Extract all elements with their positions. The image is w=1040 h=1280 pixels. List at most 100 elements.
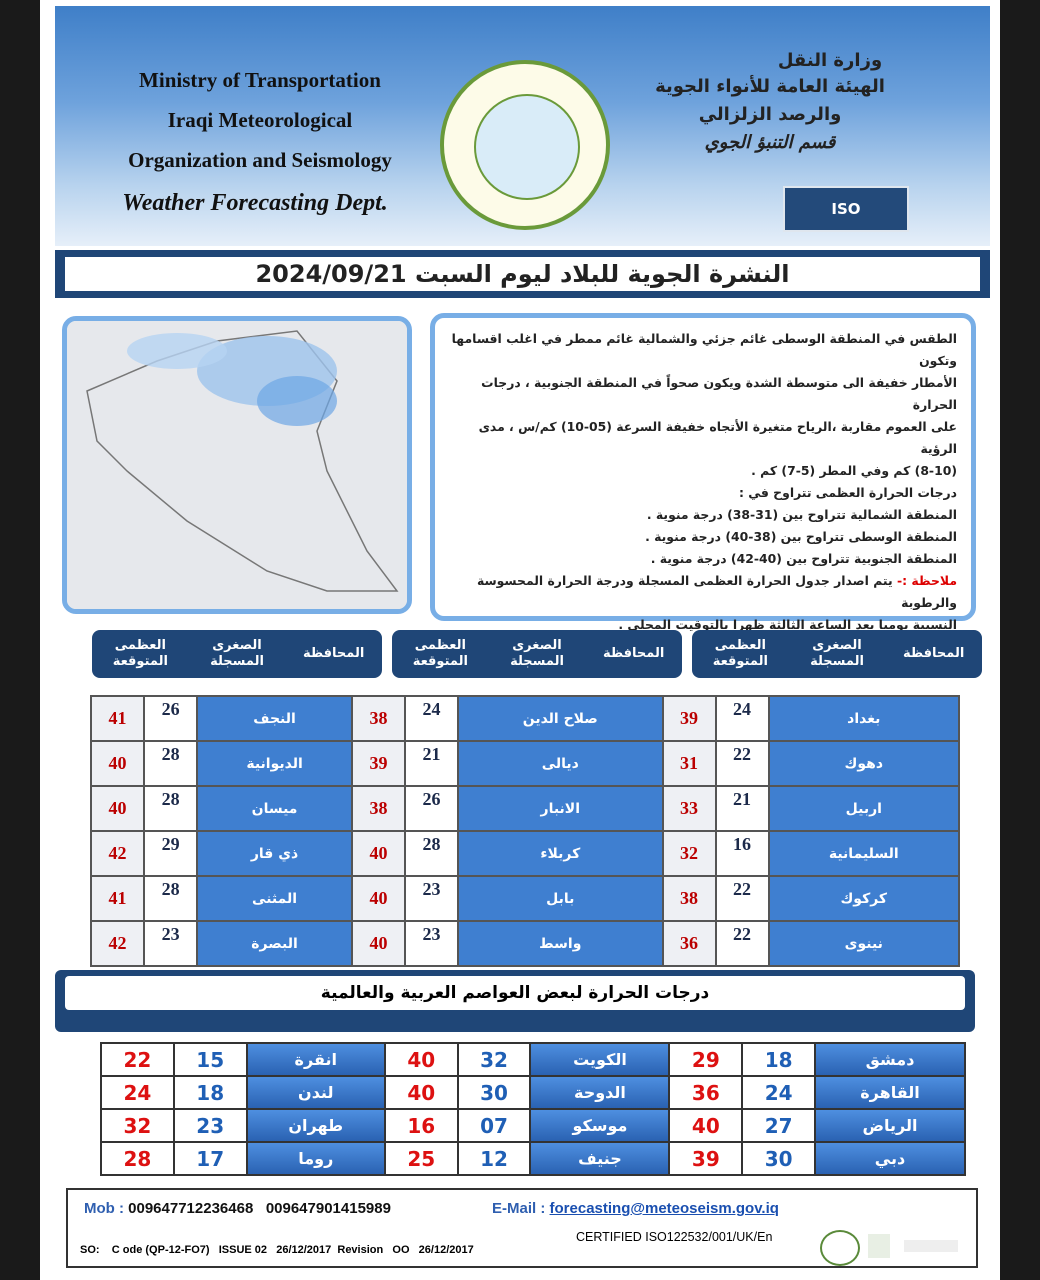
min-temp: 15 [172, 1042, 248, 1077]
province-name: موسكو [529, 1108, 671, 1143]
radar-map [62, 316, 412, 614]
province-name: اربيل [767, 785, 961, 832]
province-name: الرياض [814, 1108, 966, 1143]
email-label: E-Mail : [492, 1200, 546, 1217]
province-name: لندن [245, 1075, 386, 1110]
province-name: دهوك [767, 740, 961, 787]
min-temp: 16 [714, 830, 770, 877]
province-name: ذي قار [196, 830, 354, 877]
min-temp: 18 [172, 1075, 248, 1110]
province-name: بغداد [767, 695, 961, 742]
max-temp: 39 [668, 1141, 744, 1176]
max-temp: 39 [661, 695, 717, 742]
province-name: نينوى [767, 920, 961, 967]
code: SO: C ode (QP-12-FO7) ISSUE 02 26/12/201… [80, 1244, 474, 1256]
min-temp: 24 [741, 1075, 816, 1110]
province-name: كركوك [767, 875, 961, 922]
province-name: الدوحة [529, 1075, 671, 1110]
note-label: ملاحظة :- [896, 573, 957, 588]
table-row: نينوى 22 36 واسط 23 40 البصرة 23 42 [89, 920, 961, 967]
province-name: القاهرة [814, 1075, 966, 1110]
note-line: ملاحظة :- يتم اصدار جدول الحرارة العظمى … [449, 570, 957, 614]
max-temp: 36 [661, 920, 717, 967]
en-dept: Weather Forecasting Dept. [122, 190, 388, 216]
max-temp: 40 [351, 920, 407, 967]
forecast-line: المنطقة الشمالية تتراوح بين (31-38) درجة… [646, 507, 957, 522]
forecast-line: درجات الحرارة العظمى تتراوح في : [738, 485, 957, 500]
table-row: كركوك 22 38 بابل 23 40 المثنى 28 41 [89, 875, 961, 922]
header-cell: الصغرى المسجلة [210, 638, 264, 669]
max-temp: 16 [383, 1108, 459, 1143]
email-link[interactable]: forecasting@meteoseism.gov.iq [549, 1200, 779, 1217]
max-temp: 24 [100, 1075, 175, 1110]
province-name: صلاح الدين [457, 695, 664, 742]
province-name: دمشق [814, 1042, 966, 1077]
ar-line: والرصد الزلزالي [698, 104, 842, 125]
min-temp: 23 [404, 875, 460, 922]
province-name: طهران [245, 1108, 386, 1143]
province-name: جنيف [529, 1141, 671, 1176]
header-cell: العظمى المتوقعة [112, 638, 168, 669]
capitals-title: درجات الحرارة لبعض العواصم العربية والعا… [65, 976, 965, 1010]
min-temp: 23 [143, 920, 199, 967]
province-name: بابل [457, 875, 664, 922]
title-bar: النشرة الجوية للبلاد ليوم السبت 2024/09/… [55, 250, 990, 298]
min-temp: 29 [143, 830, 199, 877]
header-cell: المحافظة [302, 646, 365, 661]
forecast-line: (8-10) كم وفي المطر (5-7) كم . [751, 463, 957, 478]
max-temp: 36 [668, 1075, 744, 1110]
min-temp: 28 [404, 830, 460, 877]
min-temp: 22 [714, 740, 770, 787]
min-temp: 23 [172, 1108, 248, 1143]
max-temp: 40 [351, 830, 407, 877]
max-temp: 40 [383, 1075, 459, 1110]
max-temp: 28 [100, 1141, 175, 1176]
province-name: ديالى [457, 740, 664, 787]
phone: 009647901415989 [265, 1200, 391, 1217]
min-temp: 24 [714, 695, 770, 742]
province-name: البصرة [196, 920, 354, 967]
table-row: بغداد 24 39 صلاح الدين 24 38 النجف 26 41 [89, 695, 961, 742]
min-temp: 28 [143, 875, 199, 922]
ar-line: وزارة النقل [777, 50, 883, 71]
note-line: النسبية يوميا بعد الساعة الثالثة ظهرا با… [618, 617, 957, 632]
forecast-line: الطقس في المنطقة الوسطى غائم جزئي والشما… [451, 331, 957, 368]
iraq-table: بغداد 24 39 صلاح الدين 24 38 النجف 26 41 دهوك 22 31… [89, 695, 961, 967]
max-temp: 38 [351, 785, 407, 832]
capitals-table: دمشق 18 29 الكويت 32 40 انقرة 15 22 القاهرة 24 36 ال… [100, 1042, 966, 1176]
map-image [67, 321, 407, 609]
table-row: دهوك 22 31 ديالى 21 39 الديوانية 28 40 [89, 740, 961, 787]
max-temp: 41 [89, 875, 146, 922]
province-name: كربلاء [457, 830, 664, 877]
max-temp: 41 [89, 695, 146, 742]
min-temp: 28 [143, 740, 199, 787]
max-temp: 33 [661, 785, 717, 832]
email: E-Mail : forecasting@meteoseism.gov.iq [492, 1200, 779, 1217]
forecast-box: الطقس في المنطقة الوسطى غائم جزئي والشما… [430, 313, 976, 632]
province-name: النجف [196, 695, 354, 742]
min-temp: 26 [404, 785, 460, 832]
header-cell: العظمى المتوقعة [412, 638, 468, 669]
column-header: المحافظة الصغرى المسجلة العظمى المتوقعة [392, 630, 682, 678]
min-temp: 07 [456, 1108, 532, 1143]
min-temp: 23 [404, 920, 460, 967]
phone: 009647712236468 [128, 1200, 254, 1217]
province-name: ميسان [196, 785, 354, 832]
mob-label: Mob : [84, 1200, 124, 1217]
table-row: الرياض 27 40 موسكو 07 16 طهران 23 32 [100, 1108, 966, 1143]
forecast-line: المنطقة الجنوبية تتراوح بين (40-42) درجة… [650, 551, 957, 566]
table-row: دمشق 18 29 الكويت 32 40 انقرة 15 22 [100, 1042, 966, 1077]
note-text: يتم اصدار جدول الحرارة العظمى المسجلة ود… [476, 573, 957, 610]
column-header: المحافظة الصغرى المسجلة العظمى المتوقعة [692, 630, 982, 678]
cert-logo [820, 1230, 860, 1266]
min-temp: 21 [404, 740, 460, 787]
min-temp: 26 [143, 695, 199, 742]
max-temp: 38 [661, 875, 717, 922]
max-temp: 40 [668, 1108, 744, 1143]
province-name: واسط [457, 920, 664, 967]
table-row: السليمانية 16 32 كربلاء 28 40 ذي قار 29 42 [89, 830, 961, 877]
min-temp: 30 [456, 1075, 532, 1110]
max-temp: 42 [89, 920, 146, 967]
province-name: روما [245, 1141, 386, 1176]
